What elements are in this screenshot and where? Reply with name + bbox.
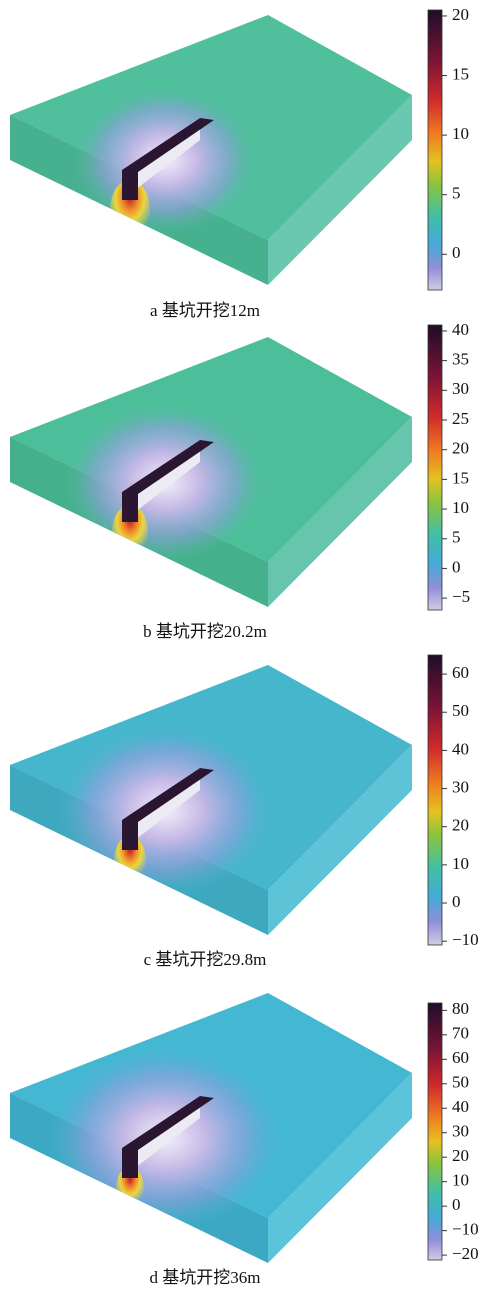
tick-label: 50 — [452, 701, 469, 720]
panel: 40 35 30 25 20 15 10 5 0 −5 b 基坑开挖20.2m — [10, 320, 470, 641]
tick-label: 10 — [452, 1171, 469, 1190]
trench-opening — [122, 118, 214, 172]
colorbar — [427, 654, 443, 946]
trench-end — [122, 170, 138, 200]
block-right — [268, 417, 412, 607]
tick-label: 20 — [452, 816, 469, 835]
caption: b 基坑开挖20.2m — [143, 622, 267, 641]
tick-label: 5 — [452, 184, 461, 203]
tick-label: 60 — [452, 1048, 469, 1067]
caption: a 基坑开挖12m — [150, 301, 260, 320]
tick-label: 30 — [452, 1122, 469, 1141]
tick-label: 10 — [452, 124, 469, 143]
trench-opening — [122, 768, 214, 822]
tick-label: 30 — [452, 379, 469, 398]
tick-label: −10 — [452, 930, 479, 949]
block-right — [268, 745, 412, 935]
tick-label: 80 — [452, 999, 469, 1018]
tick-label: −5 — [452, 587, 470, 606]
trench-end — [122, 820, 138, 850]
tick-label: −20 — [452, 1244, 479, 1263]
tick-label: 50 — [452, 1073, 469, 1092]
tick-label: 10 — [452, 854, 469, 873]
tick-label: 5 — [452, 528, 461, 547]
tick-label: 35 — [452, 350, 469, 369]
panel: 60 50 40 30 20 10 0 −10 c 基坑开挖29.8m — [10, 654, 479, 969]
tick-label: 20 — [452, 5, 469, 24]
tick-label: 15 — [452, 64, 469, 83]
tick-label: −10 — [452, 1220, 479, 1239]
tick-label: 0 — [452, 892, 461, 911]
trench-end — [122, 1148, 138, 1178]
tick-label: 30 — [452, 777, 469, 796]
caption: d 基坑开挖36m — [150, 1268, 261, 1287]
tick-label: 0 — [452, 557, 461, 576]
tick-label: 20 — [452, 1146, 469, 1165]
caption: c 基坑开挖29.8m — [144, 950, 267, 969]
tick-label: 40 — [452, 739, 469, 758]
block-right — [268, 1073, 412, 1263]
tick-label: 40 — [452, 1097, 469, 1116]
tick-label: 60 — [452, 663, 469, 682]
trench-end — [122, 492, 138, 522]
panel: 20 15 10 5 0 a 基坑开挖12m — [10, 5, 469, 320]
colorbar — [427, 324, 443, 611]
tick-label: 0 — [452, 1195, 461, 1214]
panel: 80 70 60 50 40 30 20 10 0 −10 −20 d 基坑开挖36m — [10, 993, 479, 1287]
trench-opening — [122, 440, 214, 494]
colorbar — [427, 9, 443, 291]
tick-label: 0 — [452, 243, 461, 262]
tick-label: 20 — [452, 439, 469, 458]
tick-label: 10 — [452, 498, 469, 517]
tick-label: 70 — [452, 1024, 469, 1043]
tick-label: 25 — [452, 409, 469, 428]
colorbar — [427, 1002, 443, 1261]
tick-label: 15 — [452, 468, 469, 487]
block-right — [268, 95, 412, 285]
trench-opening — [122, 1096, 214, 1150]
tick-label: 40 — [452, 320, 469, 339]
